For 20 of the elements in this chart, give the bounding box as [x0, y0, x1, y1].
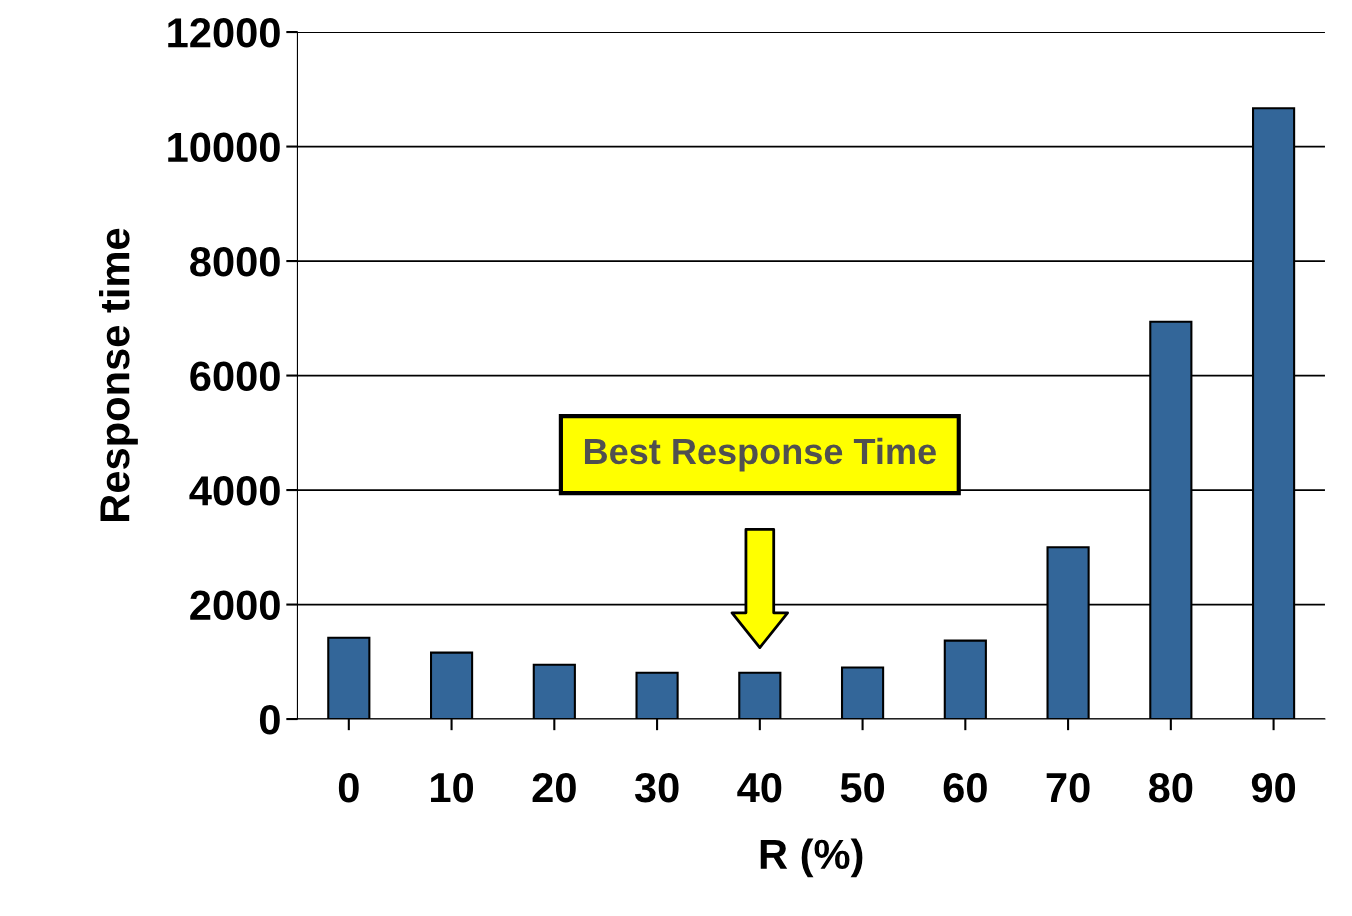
- x-tick-label: 20: [532, 772, 576, 803]
- x-tick-label: 30: [634, 772, 679, 803]
- x-tick-label: 80: [1148, 772, 1193, 803]
- y-tick-label: 10000: [168, 132, 280, 163]
- x-tick-label: 90: [1251, 772, 1296, 803]
- x-tick-label: 0: [338, 772, 359, 803]
- x-tick-label: 50: [840, 772, 885, 803]
- annotation: Best Response Time: [584, 437, 936, 472]
- x-tick-label: 70: [1046, 772, 1090, 803]
- y-axis-title: Response time: [99, 228, 138, 521]
- x-axis-title: R (%): [760, 838, 863, 878]
- y-tick-label: 8000: [190, 247, 280, 277]
- y-tick-label: 2000: [190, 590, 280, 621]
- x-tick-label: 40: [737, 772, 782, 803]
- y-tick-label: 12000: [168, 18, 280, 48]
- y-tick-label: 0: [259, 705, 280, 735]
- y-tick-label: 6000: [190, 361, 280, 392]
- x-tick-label: 10: [431, 772, 474, 803]
- x-tick-label: 60: [943, 772, 987, 803]
- y-tick-label: 4000: [189, 476, 280, 506]
